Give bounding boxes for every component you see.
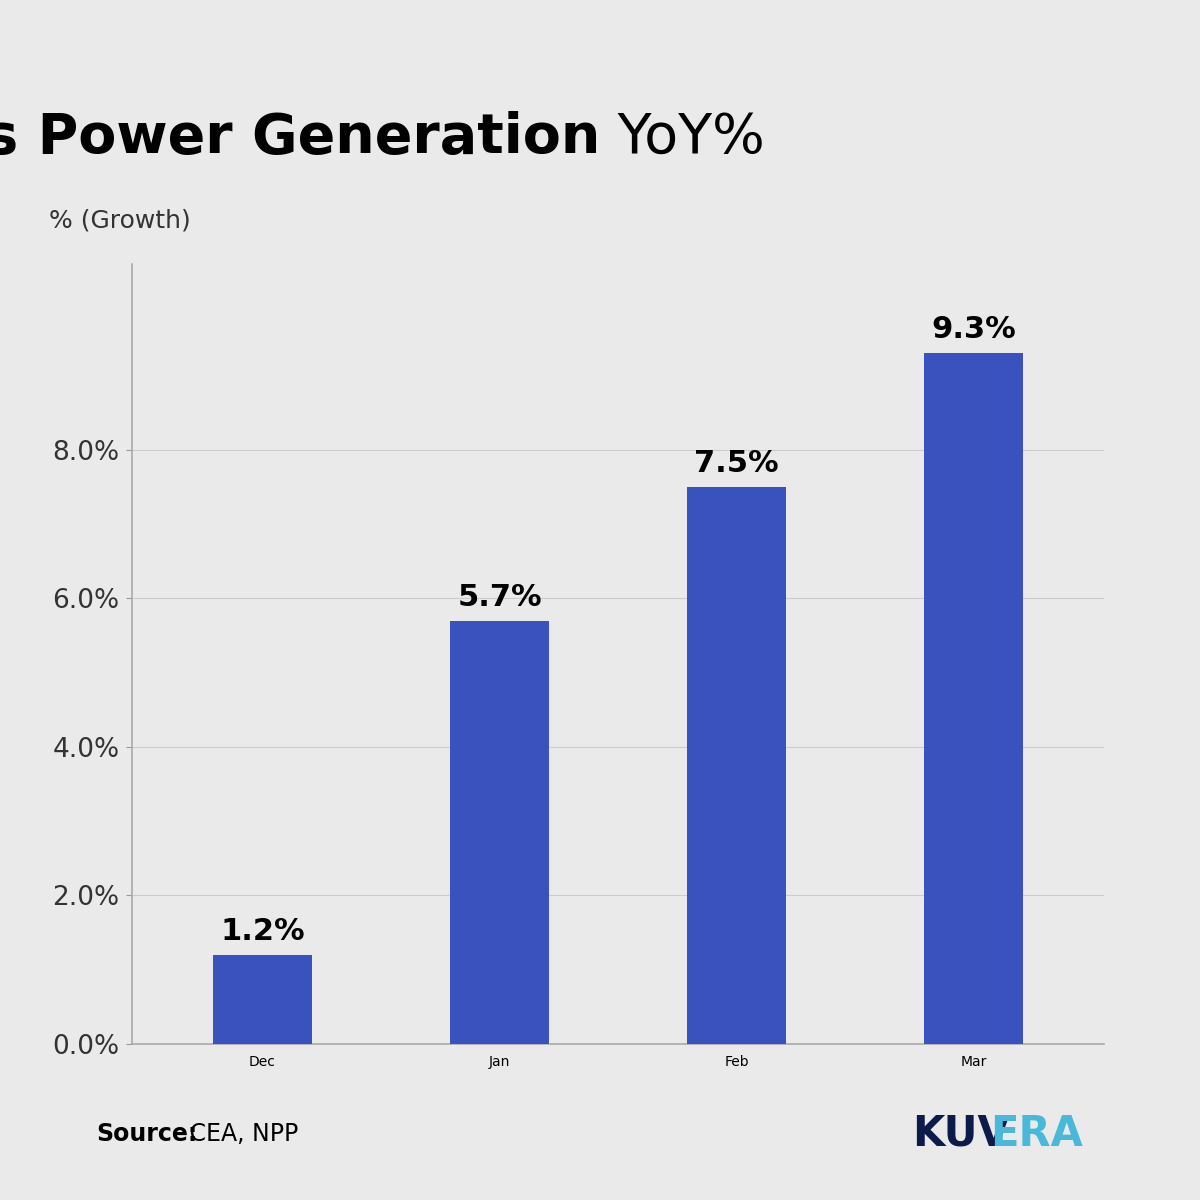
Bar <box>450 620 550 1044</box>
Text: % (Growth): % (Growth) <box>49 209 191 233</box>
Text: 5.7%: 5.7% <box>457 583 541 612</box>
Text: 9.3%: 9.3% <box>931 316 1016 344</box>
Text: YoY%: YoY% <box>600 110 764 164</box>
Bar <box>212 955 312 1044</box>
Text: KUV: KUV <box>912 1114 1009 1154</box>
Text: Source:: Source: <box>96 1122 197 1146</box>
Text: India's Power Generation: India's Power Generation <box>0 110 600 164</box>
Text: CEA, NPP: CEA, NPP <box>182 1122 299 1146</box>
Bar <box>924 353 1024 1044</box>
Text: ERA: ERA <box>990 1114 1082 1154</box>
Text: 7.5%: 7.5% <box>695 449 779 478</box>
Text: 1.2%: 1.2% <box>220 917 305 946</box>
Bar <box>686 487 786 1044</box>
